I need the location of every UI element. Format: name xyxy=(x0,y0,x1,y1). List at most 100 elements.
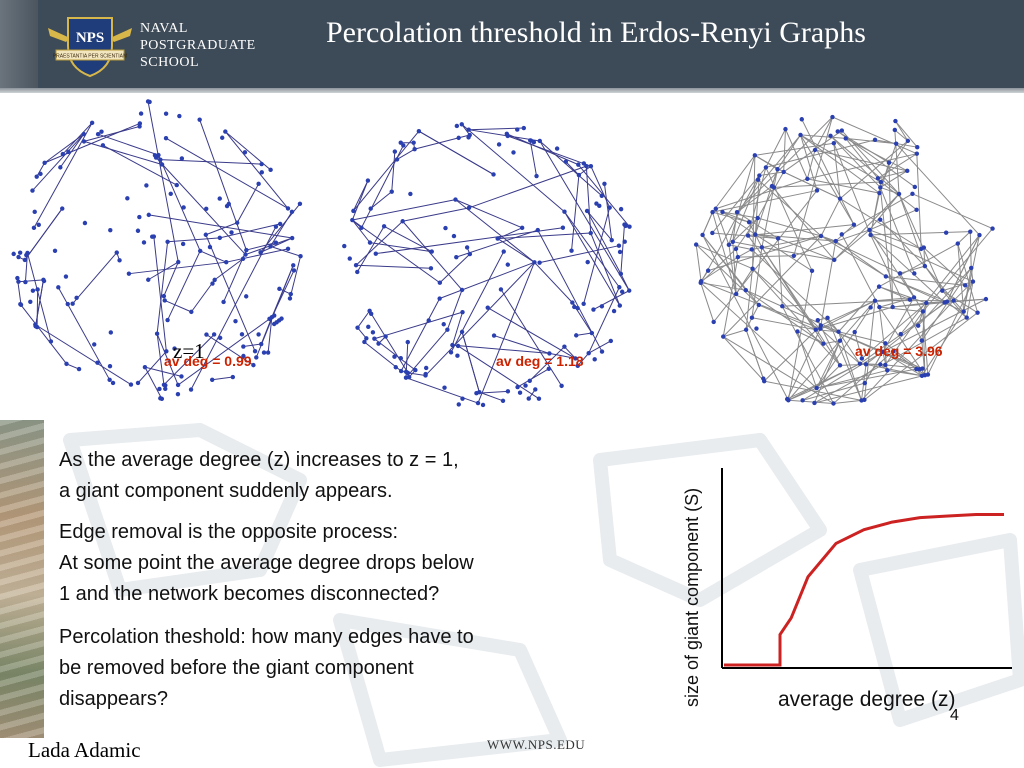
text-line: 1 and the network becomes disconnected? xyxy=(59,583,440,605)
graph-edge xyxy=(869,229,922,250)
graph-edge xyxy=(493,335,550,354)
graph-node xyxy=(364,336,369,341)
graph-node xyxy=(867,227,872,233)
graph-node xyxy=(285,206,291,211)
graph-node xyxy=(23,279,28,285)
graph-node xyxy=(710,230,715,236)
graph-node xyxy=(831,401,836,406)
graph-node xyxy=(297,201,303,207)
graph-node xyxy=(448,350,454,355)
graph-edge xyxy=(895,120,918,148)
graph-edge xyxy=(62,122,93,155)
school-name-line: NAVAL xyxy=(140,21,188,36)
text-line: Edge removal is the opposite process: xyxy=(59,521,399,543)
graph-node xyxy=(835,129,840,134)
graph-node xyxy=(905,138,911,144)
graph-edge xyxy=(814,149,908,172)
graph-edge xyxy=(153,236,167,352)
graph-node xyxy=(915,144,920,150)
graph-edge xyxy=(418,130,494,175)
graph-node xyxy=(163,386,168,391)
graph-edge xyxy=(820,306,893,330)
graph-edge xyxy=(66,363,80,370)
graph-node xyxy=(141,240,147,245)
graph-node xyxy=(983,296,989,302)
graph-edge xyxy=(370,313,409,374)
graph-edge xyxy=(446,289,463,330)
graph-node xyxy=(491,333,497,338)
graph-node xyxy=(911,295,917,300)
graph-node xyxy=(617,285,622,290)
graph-edge xyxy=(564,346,576,359)
graph-node xyxy=(162,298,167,303)
graph-edge xyxy=(845,137,897,145)
graph-edge xyxy=(751,317,816,331)
graph-node xyxy=(233,318,238,324)
graph-node xyxy=(466,135,471,140)
graph-edge xyxy=(564,211,620,288)
graph-edge xyxy=(450,251,505,353)
graph-edge xyxy=(712,211,737,295)
graph-node xyxy=(775,167,780,172)
graph-node xyxy=(181,205,186,210)
graph-node xyxy=(907,297,913,302)
graph-edge xyxy=(917,311,924,326)
graph-node xyxy=(256,332,261,337)
graph-node xyxy=(585,259,590,265)
graph-node xyxy=(42,160,47,166)
graph-edge xyxy=(206,334,254,366)
graph-node xyxy=(485,305,490,310)
graph-node xyxy=(875,176,881,181)
graph-node xyxy=(373,251,378,256)
graph-node xyxy=(259,161,264,167)
graph-edge xyxy=(439,261,535,299)
graph-node xyxy=(137,121,143,126)
graph-node xyxy=(265,350,271,355)
graph-edge xyxy=(586,210,613,241)
network-graphs xyxy=(11,99,995,408)
graph-node xyxy=(912,184,918,190)
graph-node xyxy=(175,391,181,397)
graph-edge xyxy=(155,157,246,255)
graph-edge xyxy=(927,281,974,375)
graph-edge xyxy=(177,315,275,386)
graph-node xyxy=(161,293,167,299)
graph-node xyxy=(174,182,179,188)
graph-node xyxy=(599,349,605,354)
graph-node xyxy=(99,129,104,134)
graph-node xyxy=(897,271,903,276)
graph-edge xyxy=(870,193,880,235)
graph-node xyxy=(749,315,755,320)
graph-edge xyxy=(758,304,816,331)
header-left-strip xyxy=(0,0,38,90)
graph-node xyxy=(259,341,264,347)
graph-node xyxy=(114,250,119,255)
graph-node xyxy=(158,157,163,162)
graph-node xyxy=(970,279,976,284)
graph-node xyxy=(532,260,537,265)
graph-edge xyxy=(289,256,302,299)
graph-node xyxy=(975,310,980,315)
graph-node xyxy=(441,322,446,327)
graph-edge xyxy=(712,155,756,213)
graph-node xyxy=(451,233,457,239)
graph-edge xyxy=(888,162,894,308)
graph-edge xyxy=(214,258,244,281)
graph-edge xyxy=(879,306,924,312)
graph-node xyxy=(831,141,837,146)
graph-node xyxy=(883,274,889,279)
graph-node xyxy=(730,239,736,244)
graph-node xyxy=(505,133,510,139)
graph-node xyxy=(460,309,465,315)
graph-edge xyxy=(786,363,861,400)
graph-node xyxy=(515,127,520,132)
graph-edge xyxy=(497,238,535,263)
graph-node xyxy=(429,249,434,254)
graph-node xyxy=(805,176,810,182)
graph-edge xyxy=(970,267,974,282)
graph-node xyxy=(815,318,821,323)
text-line: At some point the average degree drops b… xyxy=(59,552,474,574)
graph-edge xyxy=(539,140,630,291)
graph-edge xyxy=(529,346,565,382)
